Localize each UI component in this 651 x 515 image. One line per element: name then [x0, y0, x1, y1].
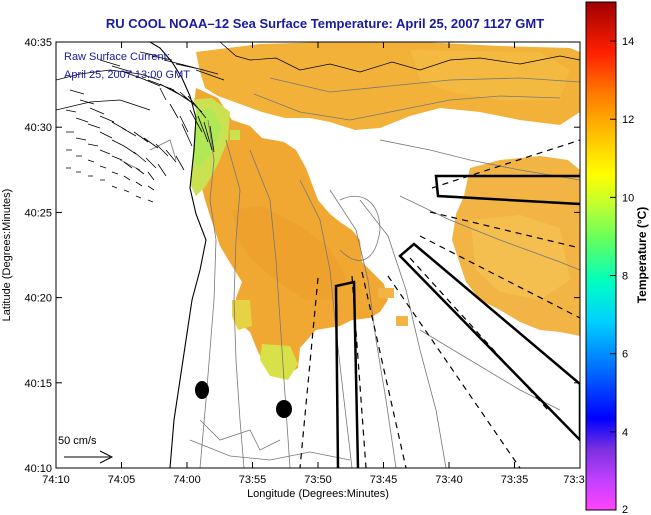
x-tick-label: 74:00 [173, 474, 201, 486]
velocity-scale-label: 50 cm/s [58, 435, 97, 447]
x-tick-label: 73:40 [435, 474, 463, 486]
station-marker-west [195, 381, 209, 399]
colorbar-tick-label: 10 [622, 192, 634, 204]
colorbar-tick-label: 2 [622, 504, 628, 515]
land-area [56, 42, 204, 468]
colorbar-ticks: 14 12 10 8 6 4 2 [610, 36, 634, 515]
current-legend-line1: Raw Surface Current: [64, 51, 170, 63]
y-tick-label: 40:20 [24, 293, 52, 305]
colorbar [585, 1, 617, 511]
box-southeast [398, 242, 580, 442]
map-title: RU COOL NOAA–12 Sea Surface Temperature:… [106, 16, 544, 31]
colorbar-label: Temperature (°C) [635, 207, 649, 304]
x-axis-label: Longitude (Degrees:Minutes) [247, 488, 389, 500]
x-tick-label: 73:3 [563, 474, 584, 486]
current-legend-line2: April 25, 2007 13:00 GMT [64, 69, 190, 81]
y-tick-label: 40:30 [24, 122, 52, 134]
dashed-lines [299, 139, 580, 468]
colorbar-tick-label: 6 [622, 349, 628, 361]
box-east [434, 174, 580, 206]
y-tick-label: 40:15 [24, 378, 52, 390]
colorbar-tick-label: 8 [622, 271, 628, 283]
coastline [149, 42, 207, 468]
x-tick-label: 74:05 [108, 474, 136, 486]
x-tick-label: 74:10 [42, 474, 70, 486]
x-tick-label: 73:45 [370, 474, 398, 486]
bathymetry-contours [119, 77, 580, 468]
x-axis-ticks: 74:10 74:05 74:00 73:55 73:50 73:45 73:40 73:35… [42, 42, 585, 486]
y-tick-label: 40:35 [24, 37, 52, 49]
scale-arrow-icon [64, 450, 114, 464]
colorbar-tick-label: 14 [622, 36, 634, 48]
y-tick-label: 40:25 [24, 207, 52, 219]
x-tick-label: 73:35 [501, 474, 529, 486]
y-tick-label: 40:10 [24, 463, 52, 475]
transect-boxes [334, 174, 580, 468]
colorbar-tick-label: 4 [622, 427, 628, 439]
x-tick-label: 73:55 [239, 474, 267, 486]
box-south-a [334, 280, 360, 468]
surface-current-vectors [65, 51, 225, 203]
plot-area [56, 42, 580, 468]
y-axis-ticks: 40:35 40:30 40:25 40:20 40:15 40:10 [24, 37, 580, 475]
velocity-scale [64, 450, 114, 464]
x-tick-label: 73:50 [304, 474, 332, 486]
colorbar-tick-label: 12 [622, 114, 634, 126]
station-marker-east [276, 400, 292, 418]
y-axis-label: Latitude (Degrees:Minutes) [1, 189, 13, 322]
